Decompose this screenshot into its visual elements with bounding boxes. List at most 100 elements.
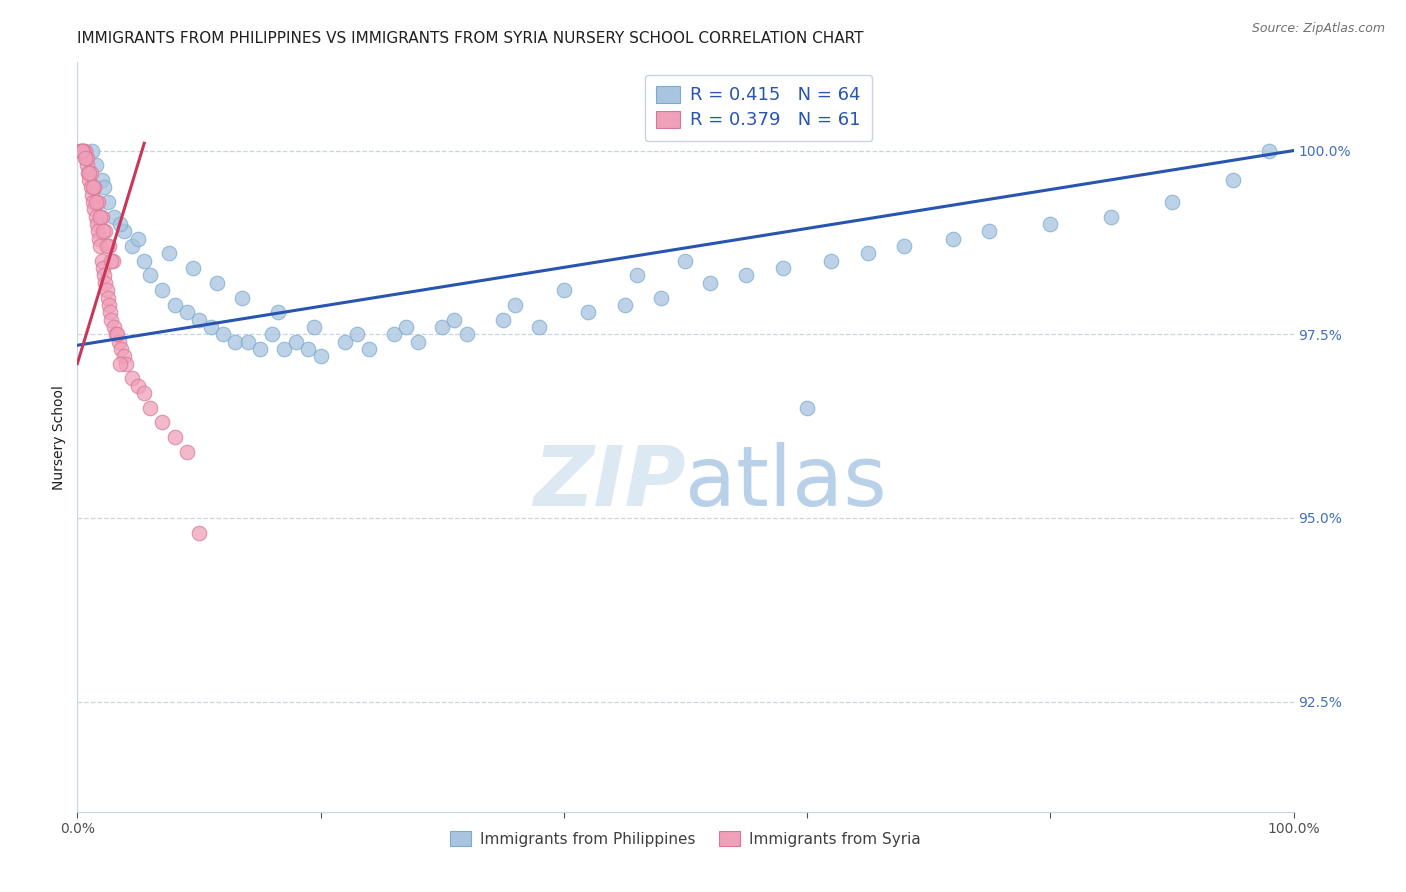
Point	[70, 144, 93, 158]
Point	[260, 327, 283, 342]
Point	[90, 173, 112, 187]
Point	[267, 305, 290, 319]
Point	[97, 239, 120, 253]
Point	[224, 334, 246, 349]
Text: atlas: atlas	[686, 442, 887, 523]
Point	[212, 327, 235, 342]
Point	[84, 158, 107, 172]
Point	[86, 217, 108, 231]
Point	[205, 276, 228, 290]
Point	[90, 253, 112, 268]
Point	[94, 276, 117, 290]
Point	[553, 283, 575, 297]
Point	[139, 401, 162, 415]
Point	[76, 158, 98, 172]
Point	[152, 283, 174, 297]
Point	[84, 210, 107, 224]
Point	[406, 334, 429, 349]
Point	[796, 401, 818, 415]
Point	[91, 261, 114, 276]
Point	[87, 224, 110, 238]
Point	[100, 312, 122, 326]
Point	[152, 416, 174, 430]
Point	[134, 386, 156, 401]
Point	[93, 224, 115, 238]
Point	[76, 151, 98, 165]
Point	[503, 298, 526, 312]
Point	[115, 357, 138, 371]
Point	[188, 312, 211, 326]
Point	[942, 232, 965, 246]
Point	[650, 291, 672, 305]
Point	[188, 525, 211, 540]
Point	[1161, 194, 1184, 209]
Point	[107, 327, 129, 342]
Point	[1099, 210, 1122, 224]
Point	[346, 327, 368, 342]
Point	[77, 166, 100, 180]
Point	[576, 305, 599, 319]
Point	[127, 378, 149, 392]
Point	[103, 319, 125, 334]
Point	[80, 144, 103, 158]
Point	[127, 232, 149, 246]
Point	[87, 194, 110, 209]
Point	[97, 194, 120, 209]
Point	[103, 210, 125, 224]
Point	[163, 298, 186, 312]
Point	[1258, 144, 1281, 158]
Point	[79, 173, 101, 187]
Point	[94, 224, 117, 238]
Point	[176, 305, 198, 319]
Point	[176, 444, 198, 458]
Point	[181, 261, 204, 276]
Point	[93, 180, 115, 194]
Point	[82, 194, 104, 209]
Point	[304, 319, 326, 334]
Y-axis label: Nursery School: Nursery School	[52, 384, 66, 490]
Point	[200, 319, 222, 334]
Point	[77, 166, 100, 180]
Point	[1222, 173, 1244, 187]
Point	[70, 144, 93, 158]
Point	[70, 144, 93, 158]
Point	[613, 298, 636, 312]
Point	[83, 180, 105, 194]
Point	[112, 349, 135, 363]
Point	[75, 151, 97, 165]
Point	[80, 166, 103, 180]
Point	[1039, 217, 1062, 231]
Text: Source: ZipAtlas.com: Source: ZipAtlas.com	[1251, 22, 1385, 36]
Point	[297, 342, 319, 356]
Point	[93, 268, 115, 283]
Point	[382, 327, 405, 342]
Point	[98, 305, 121, 319]
Point	[100, 253, 122, 268]
Point	[108, 217, 131, 231]
Point	[73, 144, 96, 158]
Point	[735, 268, 758, 283]
Text: ZIP: ZIP	[533, 442, 686, 523]
Point	[108, 357, 131, 371]
Point	[97, 291, 120, 305]
Point	[69, 144, 91, 158]
Point	[395, 319, 418, 334]
Point	[333, 334, 356, 349]
Point	[492, 312, 515, 326]
Point	[83, 202, 105, 217]
Point	[90, 210, 112, 224]
Point	[309, 349, 332, 363]
Text: IMMIGRANTS FROM PHILIPPINES VS IMMIGRANTS FROM SYRIA NURSERY SCHOOL CORRELATION : IMMIGRANTS FROM PHILIPPINES VS IMMIGRANT…	[77, 31, 863, 46]
Point	[110, 342, 132, 356]
Point	[89, 210, 111, 224]
Point	[443, 312, 465, 326]
Point	[430, 319, 453, 334]
Point	[820, 253, 842, 268]
Point	[157, 246, 180, 260]
Legend: Immigrants from Philippines, Immigrants from Syria: Immigrants from Philippines, Immigrants …	[444, 824, 927, 853]
Point	[134, 253, 156, 268]
Point	[772, 261, 794, 276]
Point	[675, 253, 697, 268]
Point	[163, 430, 186, 444]
Point	[80, 180, 103, 194]
